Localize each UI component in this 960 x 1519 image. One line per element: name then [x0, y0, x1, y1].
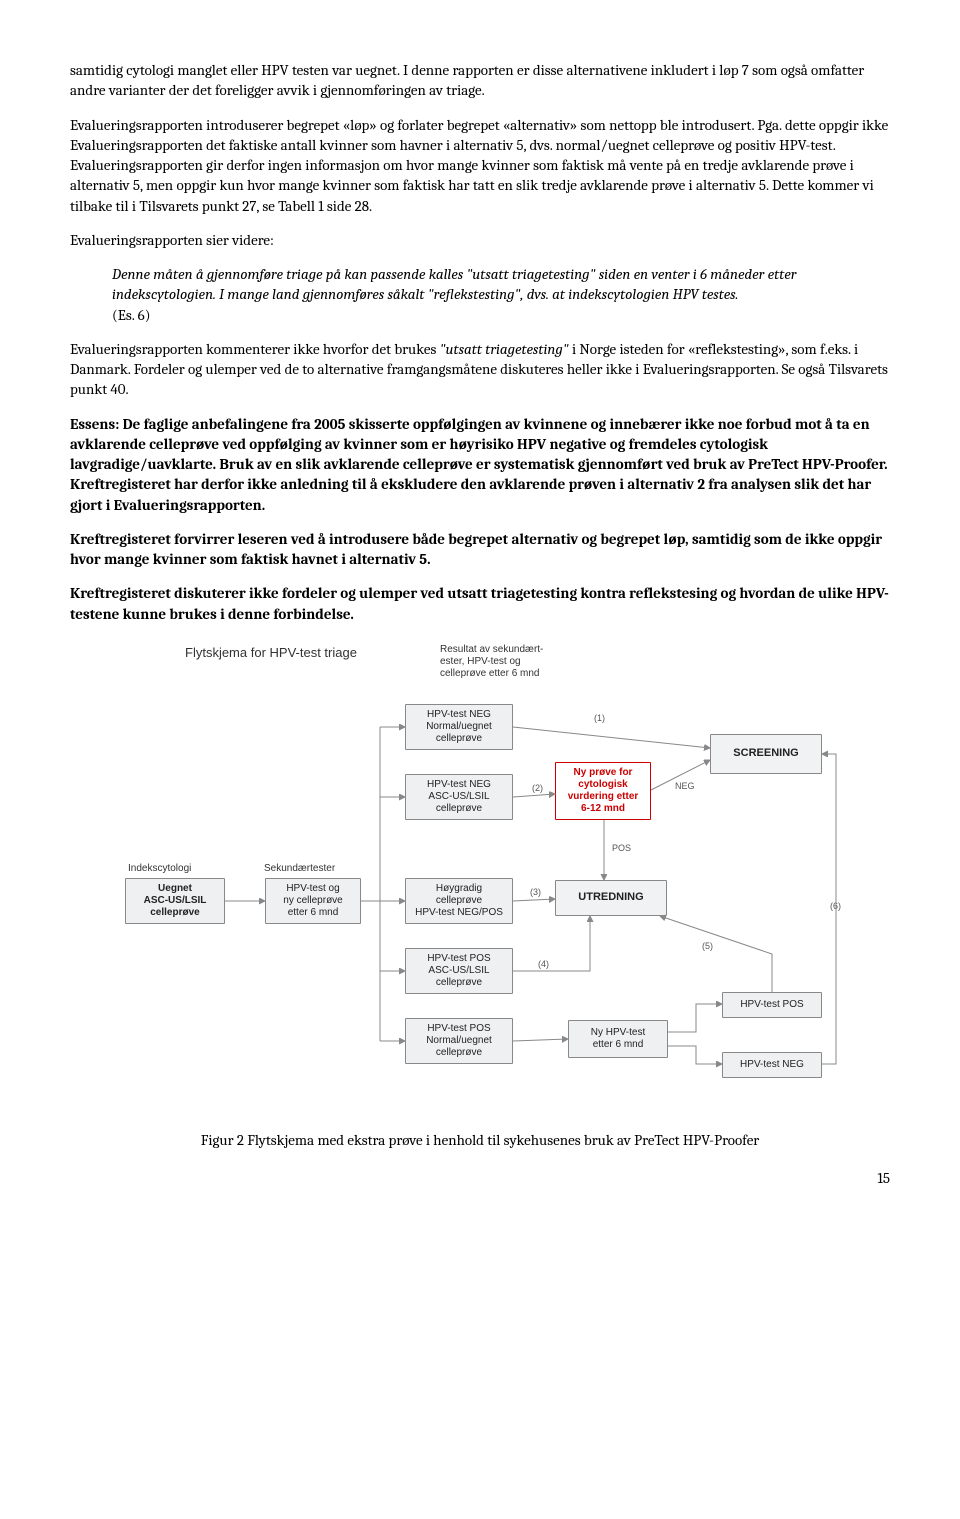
paragraph: Evalueringsrapporten introduserer begrep…	[70, 115, 890, 216]
edge-label: POS	[612, 842, 631, 854]
node-secondary: HPV-test og ny celleprøve etter 6 mnd	[265, 878, 361, 924]
edge-label: (5)	[702, 940, 713, 952]
flowchart: Flytskjema for HPV-test triage Resultat …	[120, 644, 840, 1114]
edge-label: (2)	[532, 782, 543, 794]
node-utredning: UTREDNING	[555, 880, 667, 916]
chart-title: Flytskjema for HPV-test triage	[185, 644, 357, 662]
node-r2: HPV-test NEG ASC-US/LSIL celleprøve	[405, 774, 513, 820]
paragraph: Evalueringsrapporten sier videre:	[70, 230, 890, 250]
essence-paragraph: Kreftregisteret diskuterer ikke fordeler…	[70, 583, 890, 624]
node-r3: Høygradig celleprøve HPV-test NEG/POS	[405, 878, 513, 924]
node-nyhpv: Ny HPV-test etter 6 mnd	[568, 1020, 668, 1058]
node-r1: HPV-test NEG Normal/uegnet celleprøve	[405, 704, 513, 750]
col-label-secondary: Sekundærtester	[264, 862, 335, 876]
col-label-index: Indekscytologi	[128, 862, 191, 876]
node-screening: SCREENING	[710, 734, 822, 774]
node-r4: HPV-test POS ASC-US/LSIL celleprøve	[405, 948, 513, 994]
edge-label: NEG	[675, 780, 695, 792]
quote-ref: (Es. 6)	[112, 306, 150, 324]
edge-label: (4)	[538, 958, 549, 970]
essence-paragraph: Kreftregisteret forvirrer leseren ved å …	[70, 529, 890, 570]
node-r5: HPV-test POS Normal/uegnet celleprøve	[405, 1018, 513, 1064]
chart-right-title: Resultat av sekundært- ester, HPV-test o…	[440, 644, 543, 680]
edge-label: (3)	[530, 886, 541, 898]
block-quote: Denne måten å gjennomføre triage på kan …	[112, 264, 880, 325]
figure-caption: Figur 2 Flytskjema med ekstra prøve i he…	[70, 1130, 890, 1150]
edge-label: (6)	[830, 900, 841, 912]
page-number: 15	[70, 1168, 890, 1188]
essence-paragraph: Essens: De faglige anbefalingene fra 200…	[70, 414, 890, 515]
quote-text: Denne måten å gjennomføre triage på kan …	[112, 265, 796, 303]
node-index: Uegnet ASC-US/LSIL celleprøve	[125, 878, 225, 924]
edge-label: (1)	[594, 712, 605, 724]
paragraph: Evalueringsrapporten kommenterer ikke hv…	[70, 339, 890, 400]
node-hpvneg: HPV-test NEG	[722, 1052, 822, 1078]
node-hpvpos: HPV-test POS	[722, 992, 822, 1018]
node-red: Ny prøve for cytologisk vurdering etter …	[555, 762, 651, 820]
paragraph: samtidig cytologi manglet eller HPV test…	[70, 60, 890, 101]
